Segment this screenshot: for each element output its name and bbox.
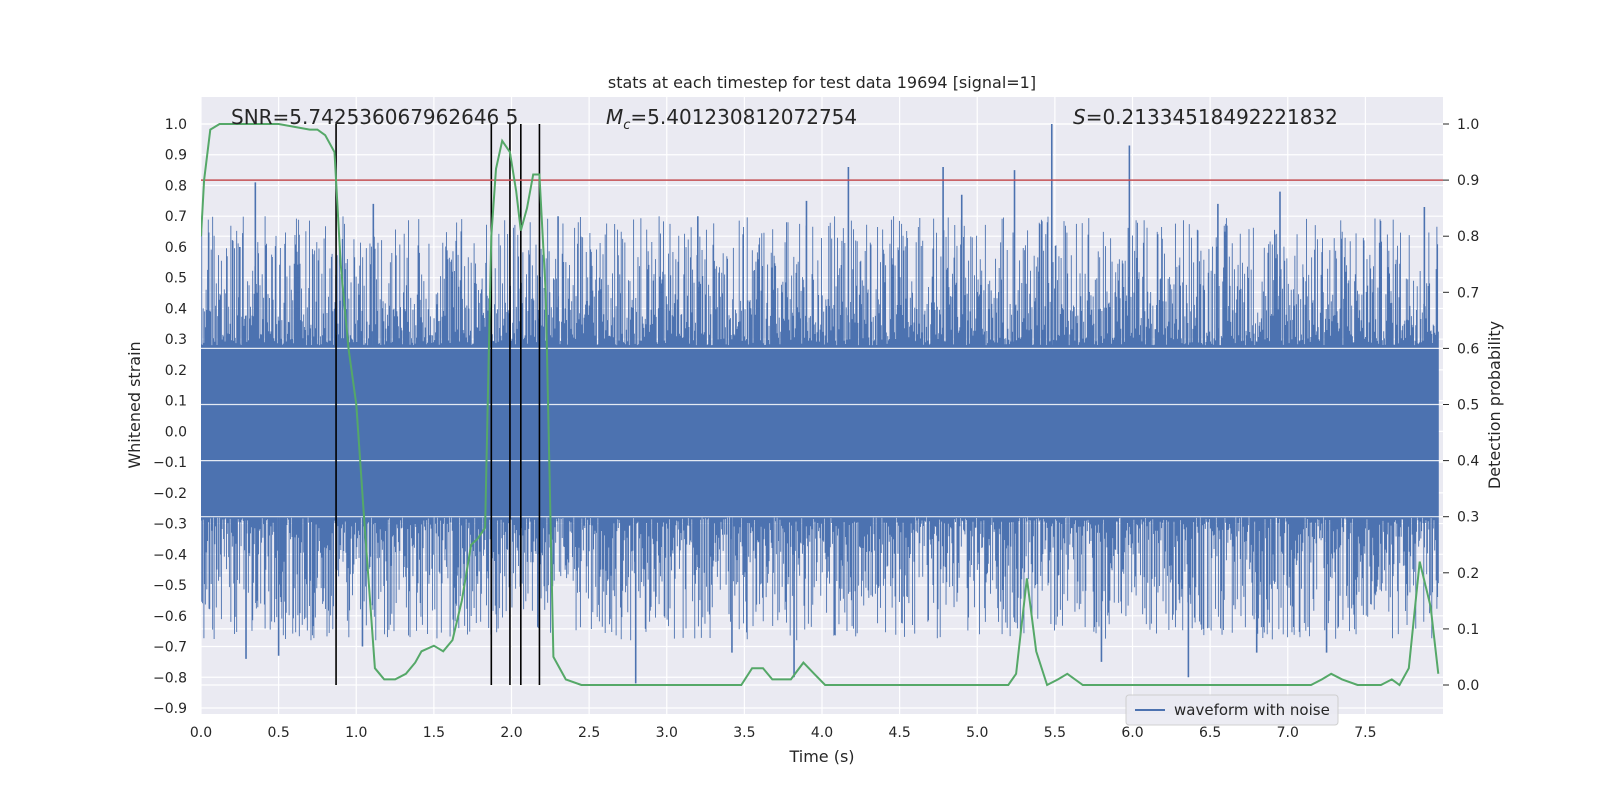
y2-tick-label: 1.0 xyxy=(1457,117,1479,133)
y-tick-label: 0.5 xyxy=(165,271,187,287)
x-tick-label: 1.5 xyxy=(423,725,445,741)
x-tick-label: 6.5 xyxy=(1199,725,1221,741)
waveform-noise-trace xyxy=(201,216,1439,641)
detection-probability-series xyxy=(201,123,1440,687)
y-axis-label: Whitened strain xyxy=(125,341,144,468)
legend: waveform with noise xyxy=(1125,694,1339,726)
y-tick-label: 0.8 xyxy=(165,178,187,194)
chirp-mass-subscript: c xyxy=(623,118,630,133)
y2-tick-label: 0.0 xyxy=(1457,678,1479,694)
y-tick-label: −0.2 xyxy=(153,486,187,502)
snr-annotation: SNR=5.742536067962646 5 xyxy=(231,105,518,129)
legend-box xyxy=(1125,694,1339,726)
x-axis-label: Time (s) xyxy=(788,747,854,766)
y-tick-label: 0.6 xyxy=(165,240,187,256)
y-tick-label: 0.1 xyxy=(165,394,187,410)
y2-tick-label: 0.1 xyxy=(1457,622,1479,638)
x-tick-label: 4.0 xyxy=(811,725,833,741)
chart-title: stats at each timestep for test data 196… xyxy=(608,73,1036,92)
y-tick-label: −0.3 xyxy=(153,517,187,533)
y-tick-label: 0.3 xyxy=(165,332,187,348)
x-tick-label: 2.5 xyxy=(578,725,600,741)
y2-tick-label: 0.6 xyxy=(1457,341,1479,357)
y2-axis-label: Detection probability xyxy=(1485,321,1504,489)
x-tick-label: 3.0 xyxy=(656,725,678,741)
y2-tick-labels: 1.0 0.9 0.8 0.7 0.6 0.5 0.4 0.3 0.2 0.1 0.0 xyxy=(1443,117,1479,694)
y-tick-label: 1.0 xyxy=(165,117,187,133)
y-tick-label: −0.7 xyxy=(153,640,187,656)
s-symbol: S xyxy=(1073,105,1086,129)
x-tick-label: 0.5 xyxy=(267,725,289,741)
x-tick-label: 7.5 xyxy=(1354,725,1376,741)
x-tick-label: 6.0 xyxy=(1121,725,1143,741)
x-tick-label: 3.5 xyxy=(733,725,755,741)
x-tick-label: 5.5 xyxy=(1044,725,1066,741)
x-tick-label: 2.0 xyxy=(500,725,522,741)
y-tick-label: −0.1 xyxy=(153,455,187,471)
chirp-mass-symbol: M xyxy=(606,105,623,129)
x-tick-label: 1.0 xyxy=(345,725,367,741)
y-tick-label: −0.6 xyxy=(153,609,187,625)
y2-tick-label: 0.8 xyxy=(1457,229,1479,245)
x-tick-label: 7.0 xyxy=(1277,725,1299,741)
y2-tick-label: 0.4 xyxy=(1457,454,1479,470)
x-tick-label: 0.0 xyxy=(190,725,212,741)
y-tick-label: 0.2 xyxy=(165,363,187,379)
detection-lines xyxy=(335,124,541,685)
chirp-mass-annotation: Mc=5.401230812072754 xyxy=(606,105,857,133)
y2-tick-label: 0.9 xyxy=(1457,173,1479,189)
y2-tick-label: 0.7 xyxy=(1457,285,1479,301)
legend-label: waveform with noise xyxy=(1174,701,1330,719)
y-tick-label: 0.0 xyxy=(165,424,187,440)
y2-tick-label: 0.2 xyxy=(1457,566,1479,582)
y2-tick-label: 0.3 xyxy=(1457,510,1479,526)
y-tick-labels: 1.0 0.9 0.8 0.7 0.6 0.5 0.4 0.3 0.2 0.1 0.0 −0.1 −0.… xyxy=(153,117,187,717)
y-tick-label: 0.7 xyxy=(165,209,187,225)
chirp-mass-value: =5.401230812072754 xyxy=(630,105,857,129)
y-tick-label: −0.9 xyxy=(153,701,187,717)
y-tick-label: 0.9 xyxy=(165,148,187,164)
y-tick-label: −0.4 xyxy=(153,547,187,563)
x-tick-label: 5.0 xyxy=(966,725,988,741)
y-tick-label: −0.8 xyxy=(153,670,187,686)
y-tick-label: 0.4 xyxy=(165,301,187,317)
x-tick-labels: 0.0 0.5 1.0 1.5 2.0 2.5 3.0 3.5 4.0 4.5 5.0 5.5 6.0 6… xyxy=(190,725,1377,741)
detection-probability-line xyxy=(201,123,1440,687)
s-value: =0.21334518492221832 xyxy=(1086,105,1338,129)
y2-tick-label: 0.5 xyxy=(1457,398,1479,414)
x-tick-label: 4.5 xyxy=(888,725,910,741)
waveform-with-noise-series xyxy=(201,124,1443,684)
y-tick-label: −0.5 xyxy=(153,578,187,594)
s-annotation: S=0.21334518492221832 xyxy=(1073,105,1338,129)
